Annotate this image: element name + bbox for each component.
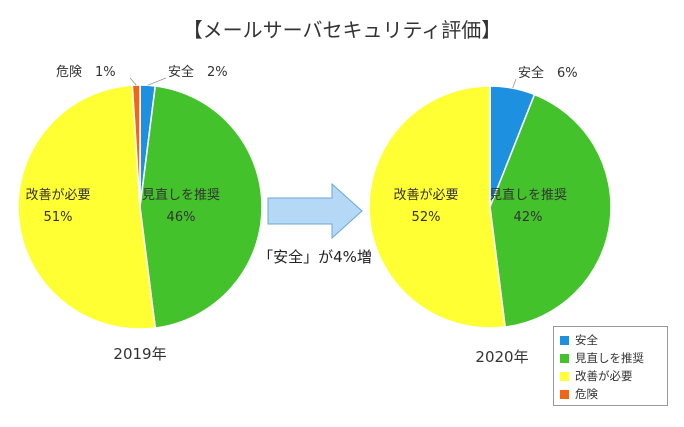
legend-item-safe: 安全 bbox=[560, 331, 667, 349]
legend-item-improve: 改善が必要 bbox=[560, 367, 667, 385]
leader-line bbox=[512, 78, 517, 89]
year-label-2020: 2020年 bbox=[475, 348, 528, 366]
leader-line bbox=[129, 77, 137, 86]
slice-improve bbox=[17, 84, 157, 330]
arrow-icon bbox=[267, 182, 363, 240]
legend-swatch bbox=[560, 335, 569, 345]
pie-2020: 安全 6% 見直しを推奨 42% 改善が必要 52% bbox=[368, 65, 612, 329]
legend: 安全見直しを推奨 改善が必要危険 bbox=[553, 326, 668, 406]
legend-item-review: 見直しを推奨 bbox=[560, 349, 667, 367]
pie-2019: 安全 2% 見直しを推奨 46% 改善が必要 51% 危険 1% bbox=[17, 64, 263, 330]
leader-line bbox=[147, 77, 167, 86]
annotation-text: 「安全」が4%増 bbox=[258, 248, 372, 266]
slice-danger bbox=[131, 84, 141, 208]
legend-label: 安全 bbox=[575, 333, 598, 347]
data-label-improve-name: 改善が必要 bbox=[393, 187, 458, 203]
slice-review bbox=[489, 93, 612, 328]
slice-improve bbox=[368, 85, 507, 329]
data-label-safe: 安全 2% bbox=[168, 64, 228, 80]
legend-swatch bbox=[560, 353, 569, 363]
legend-label: 見直しを推奨 bbox=[575, 351, 644, 365]
legend-label: 危険 bbox=[575, 387, 598, 401]
data-label-review-name: 見直しを推奨 bbox=[489, 188, 567, 203]
legend-swatch bbox=[560, 389, 569, 399]
slice-review bbox=[139, 85, 263, 329]
chart-title: 【メールサーバセキュリティ評価】 bbox=[182, 18, 502, 42]
data-label-improve-name: 改善が必要 bbox=[25, 187, 90, 203]
data-label-review-value: 42% bbox=[514, 210, 543, 225]
legend-label: 改善が必要 bbox=[575, 369, 633, 383]
data-label-improve-value: 51% bbox=[44, 210, 73, 225]
data-label-safe: 安全 6% bbox=[518, 65, 578, 81]
data-label-improve-value: 52% bbox=[412, 210, 441, 225]
data-label-danger: 危険 1% bbox=[56, 65, 116, 80]
legend-item-danger: 危険 bbox=[560, 385, 667, 403]
year-label-2019: 2019年 bbox=[113, 345, 166, 363]
legend-swatch bbox=[560, 371, 569, 381]
data-label-review-name: 見直しを推奨 bbox=[142, 188, 220, 203]
data-label-review-value: 46% bbox=[167, 210, 196, 225]
